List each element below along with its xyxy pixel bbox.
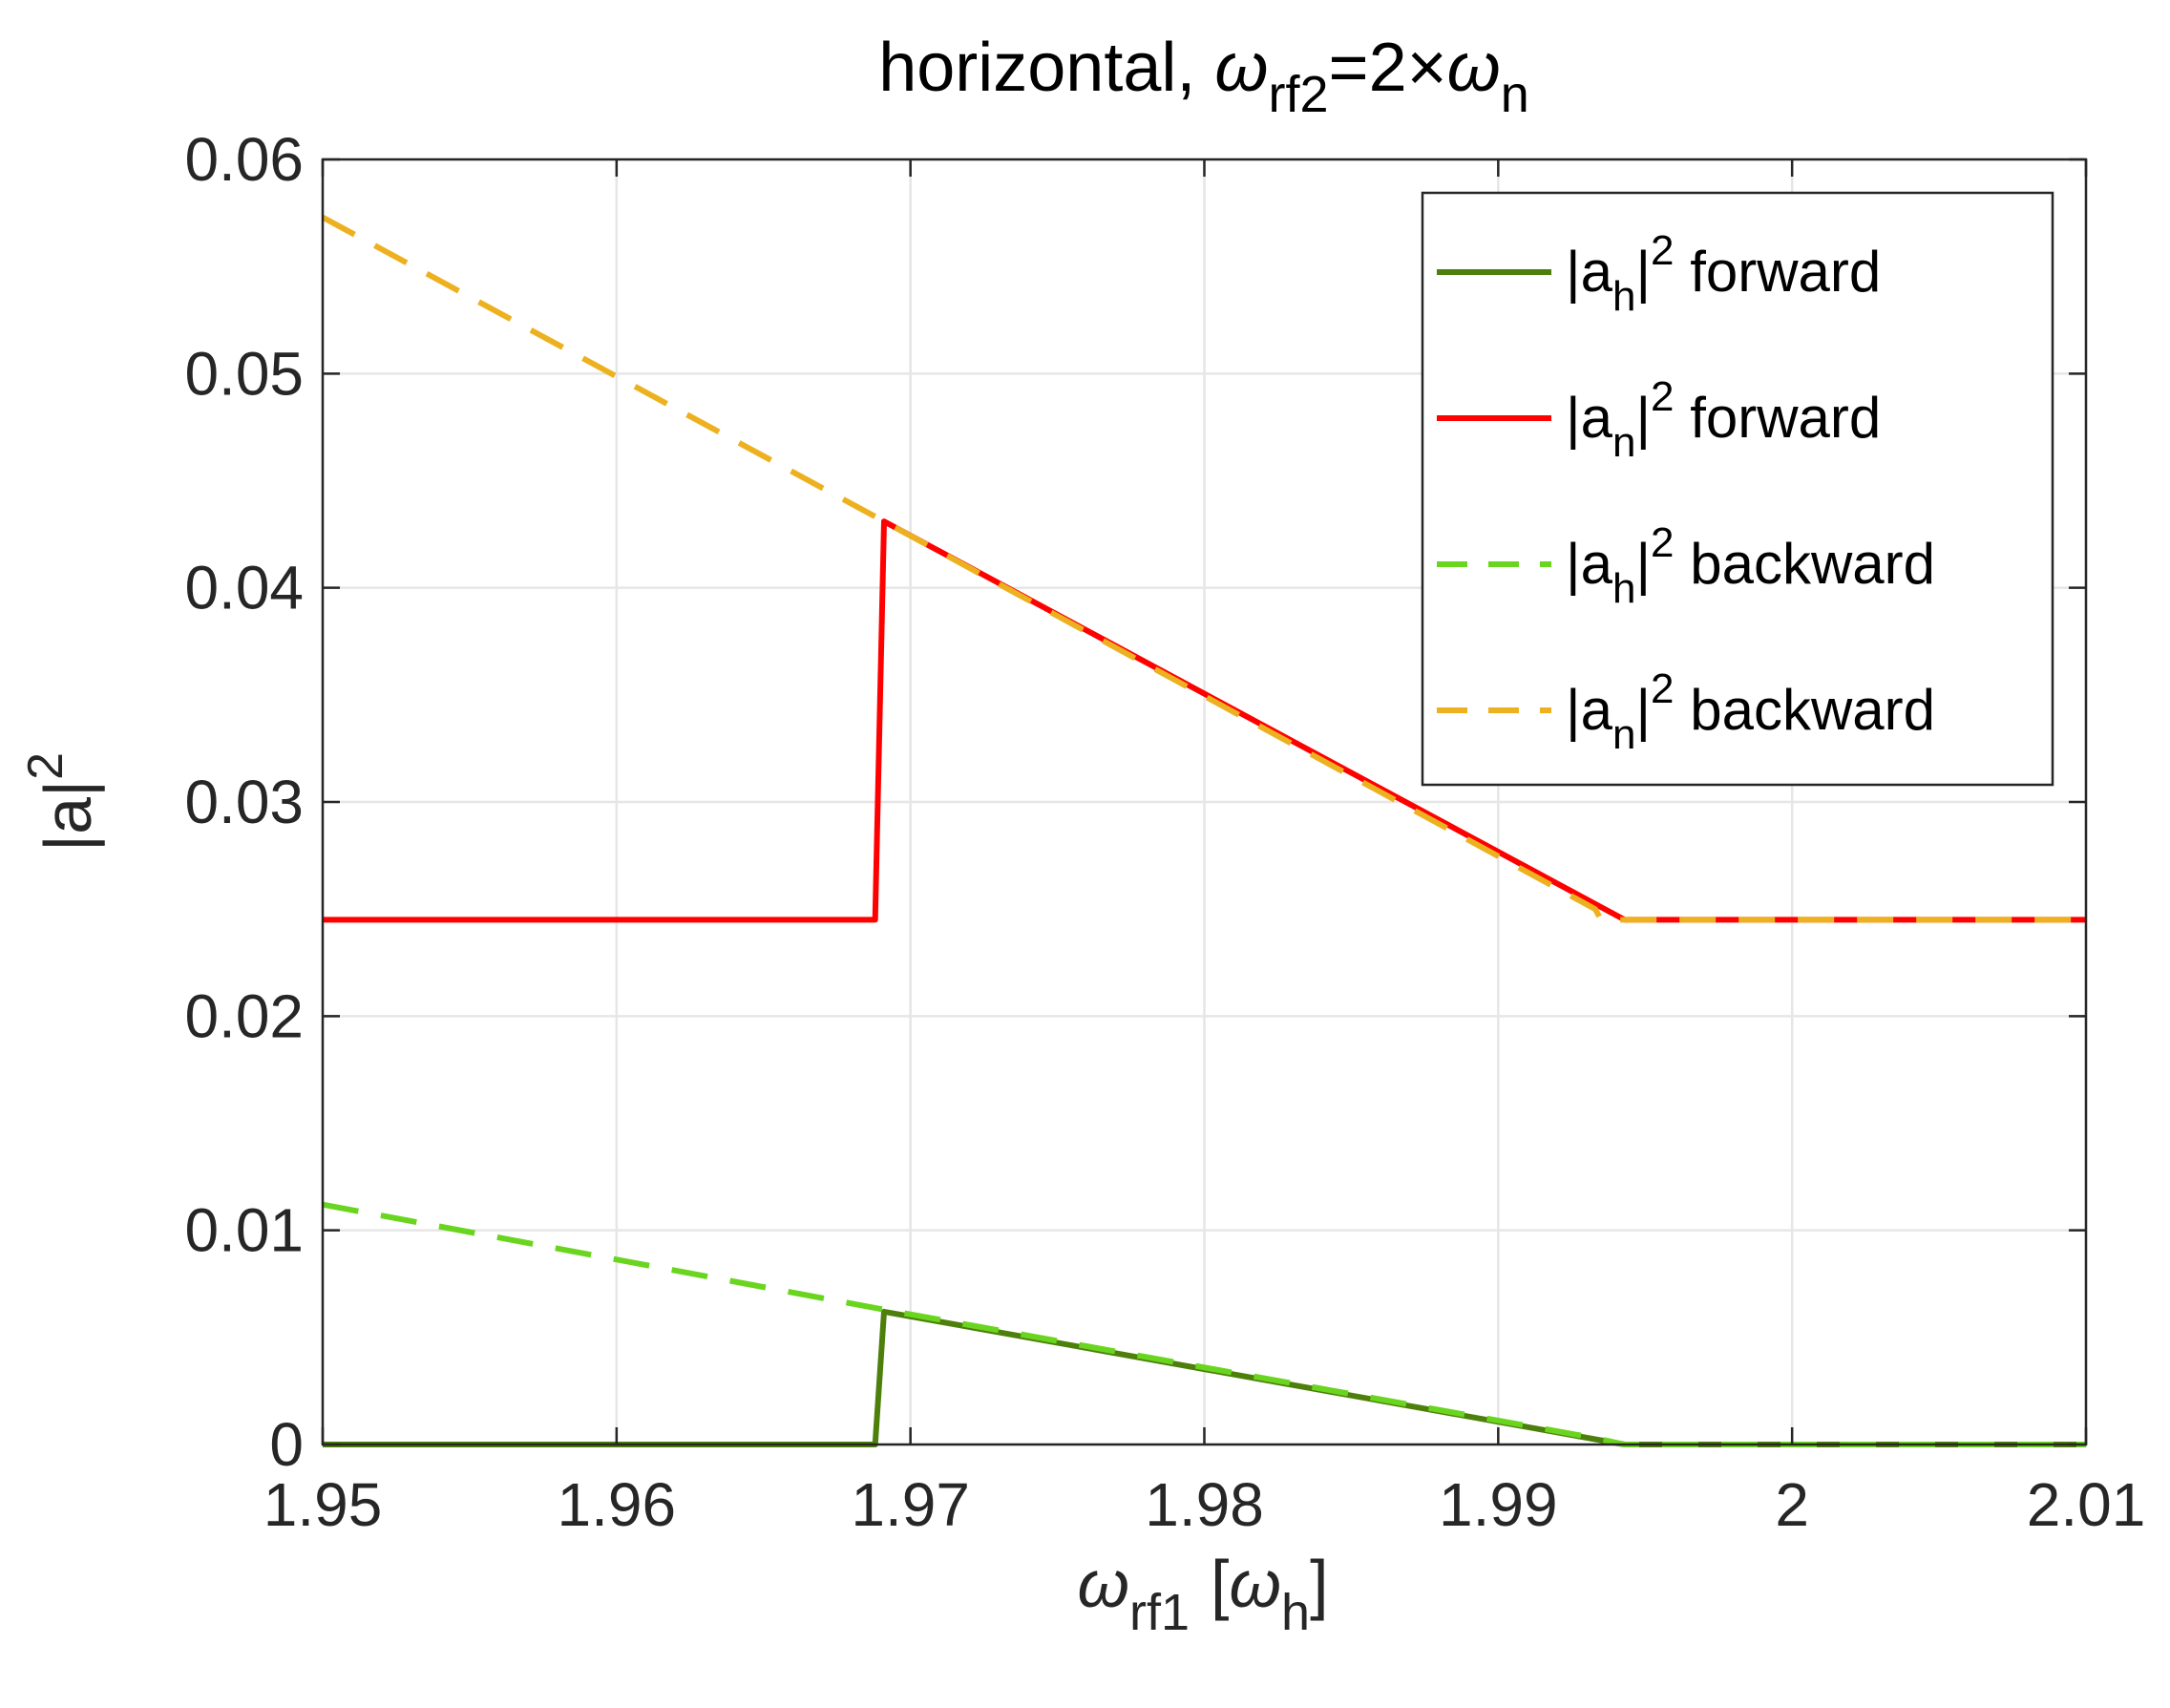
x-tick-label: 1.98: [1145, 1470, 1264, 1539]
x-tick-label: 1.99: [1439, 1470, 1558, 1539]
legend-label: |ah|2 forward: [1566, 227, 1881, 320]
x-tick-label: 2.01: [2027, 1470, 2146, 1539]
y-tick-label: 0: [269, 1410, 304, 1479]
legend-box: [1421, 191, 2054, 787]
x-tick-label: 1.95: [263, 1470, 383, 1539]
legend: |ah|2 forward |an|2 forward |ah|2 backward…: [1421, 191, 2054, 787]
series-line-3: [322, 1201, 2086, 1447]
y-tick-label: 0.03: [184, 768, 304, 836]
axis-ticks: [321, 158, 2088, 1446]
x-axis-label: ωrf1 [ωh]: [1077, 1547, 1328, 1641]
chart-title: horizontal, ωrf2=2×ωn: [878, 30, 1529, 123]
x-tick-label: 1.97: [851, 1470, 970, 1539]
legend-label: |ah|2 backward: [1566, 519, 1935, 612]
legend-label: |an|2 forward: [1566, 373, 1881, 466]
series-line-2: [323, 518, 2086, 923]
x-tick-labels: 1.95 1.96 1.97 1.98 1.99 2 2.01: [263, 1470, 2146, 1539]
legend-label: |an|2 backward: [1566, 665, 1935, 758]
x-tick-label: 2: [1775, 1470, 1809, 1539]
y-axis-label: |a|2: [18, 752, 105, 852]
y-tick-label: 0.01: [184, 1196, 304, 1265]
series-line-4: [321, 214, 2086, 923]
y-tick-label: 0.04: [184, 554, 304, 622]
y-tick-label: 0.06: [184, 125, 304, 194]
y-tick-label: 0.05: [184, 339, 304, 408]
y-tick-label: 0.02: [184, 981, 304, 1050]
y-tick-labels: 0 0.01 0.02 0.03 0.04 0.05 0.06: [184, 125, 304, 1479]
x-tick-label: 1.96: [558, 1470, 677, 1539]
